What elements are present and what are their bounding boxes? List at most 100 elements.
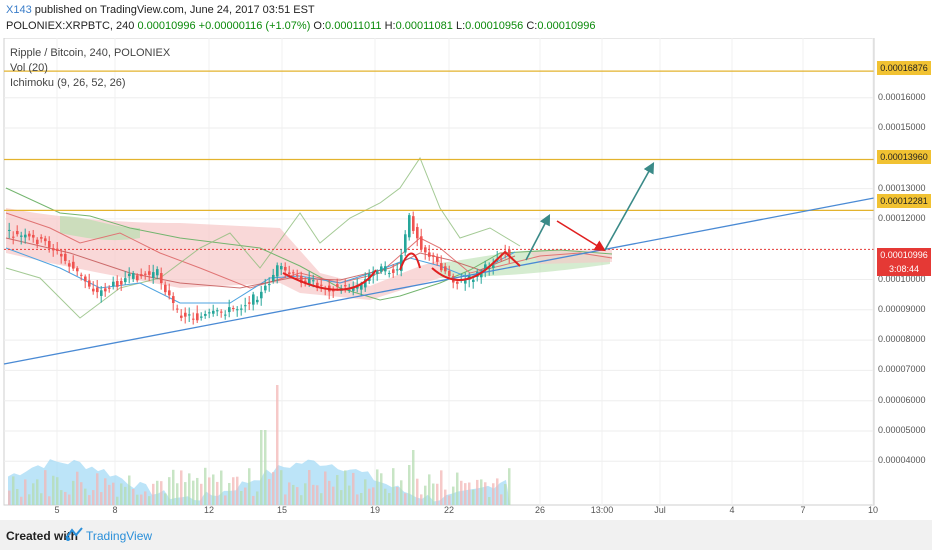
candle-body bbox=[436, 256, 439, 262]
volume-bar bbox=[448, 495, 451, 505]
volume-bar bbox=[432, 483, 435, 505]
candle-body bbox=[292, 272, 295, 274]
candle-body bbox=[56, 248, 59, 252]
volume-bar bbox=[72, 480, 75, 505]
candle-body bbox=[120, 280, 123, 285]
candle-body bbox=[204, 314, 207, 316]
volume-bar bbox=[248, 468, 251, 505]
candle-body bbox=[268, 284, 271, 286]
candle-body bbox=[396, 269, 399, 271]
volume-bar bbox=[108, 484, 111, 505]
volume-bar bbox=[336, 475, 339, 505]
price-tick: 0.00010000 bbox=[878, 273, 926, 284]
volume-bar bbox=[200, 483, 203, 505]
volume-bars bbox=[8, 385, 511, 505]
volume-bar bbox=[356, 494, 359, 505]
volume-bar bbox=[496, 478, 499, 505]
volume-bar bbox=[32, 483, 35, 505]
candle-body bbox=[148, 271, 151, 275]
volume-bar bbox=[112, 482, 115, 505]
trendline bbox=[3, 197, 875, 365]
volume-bar bbox=[480, 479, 483, 505]
candle-body bbox=[244, 305, 247, 307]
publish-line: X143 published on TradingView.com, June … bbox=[6, 4, 315, 16]
candle-body bbox=[264, 285, 267, 291]
candle-body bbox=[316, 282, 319, 289]
volume-bar bbox=[188, 473, 191, 505]
candle-body bbox=[128, 273, 131, 277]
candle-body bbox=[500, 258, 503, 260]
time-tick: 13:00 bbox=[590, 505, 614, 515]
symbol-label: POLONIEX:XRPBTC, 240 bbox=[6, 20, 135, 32]
volume-bar bbox=[312, 484, 315, 505]
candle-body bbox=[236, 309, 239, 311]
candle-body bbox=[168, 290, 171, 296]
candles bbox=[8, 211, 511, 325]
volume-bar bbox=[236, 476, 239, 505]
arrow-up-small bbox=[525, 214, 551, 261]
tradingview-link[interactable]: TradingView bbox=[86, 529, 153, 543]
candle-body bbox=[384, 266, 387, 272]
volume-bar bbox=[84, 488, 87, 505]
volume-bar bbox=[232, 477, 235, 505]
candle-body bbox=[92, 288, 95, 292]
candle-body bbox=[360, 284, 363, 290]
legend-volume[interactable]: Vol (20) bbox=[10, 62, 48, 74]
price-tick: 0.00016000 bbox=[878, 91, 926, 102]
candle-body bbox=[104, 288, 107, 292]
volume-bar bbox=[332, 486, 335, 505]
candle-body bbox=[232, 307, 235, 309]
candle-body bbox=[464, 280, 467, 284]
open-value: 0.00011011 bbox=[325, 20, 382, 32]
volume-bar bbox=[184, 482, 187, 505]
time-tick: 10 bbox=[867, 505, 879, 515]
volume-bar bbox=[508, 468, 511, 505]
volume-bar bbox=[412, 450, 415, 505]
volume-bar bbox=[36, 479, 39, 505]
volume-bar bbox=[216, 481, 219, 505]
volume-bar bbox=[364, 479, 367, 505]
volume-bar bbox=[504, 484, 507, 505]
candle-body bbox=[336, 284, 339, 287]
candle-body bbox=[16, 230, 19, 235]
candle-body bbox=[284, 266, 287, 271]
candle-body bbox=[132, 273, 135, 279]
level-label-3: 0.00012281 bbox=[877, 194, 931, 208]
drawings bbox=[3, 162, 875, 365]
candle-body bbox=[412, 216, 415, 231]
volume-bar bbox=[388, 493, 391, 505]
legend-ichimoku[interactable]: Ichimoku (9, 26, 52, 26) bbox=[10, 77, 126, 89]
volume-bar bbox=[284, 494, 287, 505]
candle-body bbox=[432, 255, 435, 257]
candle-body bbox=[260, 291, 263, 299]
candle-body bbox=[440, 263, 443, 271]
legend-title: Ripple / Bitcoin, 240, POLONIEX bbox=[10, 47, 171, 59]
volume-bar bbox=[368, 488, 371, 505]
volume-bar bbox=[396, 486, 399, 505]
candle-body bbox=[312, 280, 315, 282]
candle-body bbox=[352, 288, 355, 291]
current-price-label: 0.00010996 bbox=[877, 248, 931, 262]
chikou-span bbox=[5, 156, 521, 319]
candle-body bbox=[308, 278, 311, 285]
candle-body bbox=[140, 274, 143, 277]
volume-bar bbox=[472, 489, 475, 505]
volume-bar bbox=[324, 471, 327, 505]
candle-body bbox=[256, 299, 259, 303]
candle-body bbox=[156, 269, 159, 276]
author-link[interactable]: X143 bbox=[6, 4, 32, 16]
volume-bar bbox=[300, 495, 303, 505]
volume-bar bbox=[256, 491, 259, 505]
volume-bar bbox=[132, 488, 135, 505]
price-chart[interactable] bbox=[0, 38, 932, 520]
volume-bar bbox=[408, 465, 411, 505]
volume-bar bbox=[328, 480, 331, 505]
volume-bar bbox=[80, 482, 83, 505]
volume-bar bbox=[44, 470, 47, 505]
candle-body bbox=[228, 307, 231, 313]
candle-body bbox=[152, 272, 155, 278]
candle-body bbox=[172, 296, 175, 303]
tradingview-logo-icon[interactable] bbox=[64, 526, 84, 545]
candle-body bbox=[164, 284, 167, 293]
volume-bar bbox=[180, 470, 183, 505]
